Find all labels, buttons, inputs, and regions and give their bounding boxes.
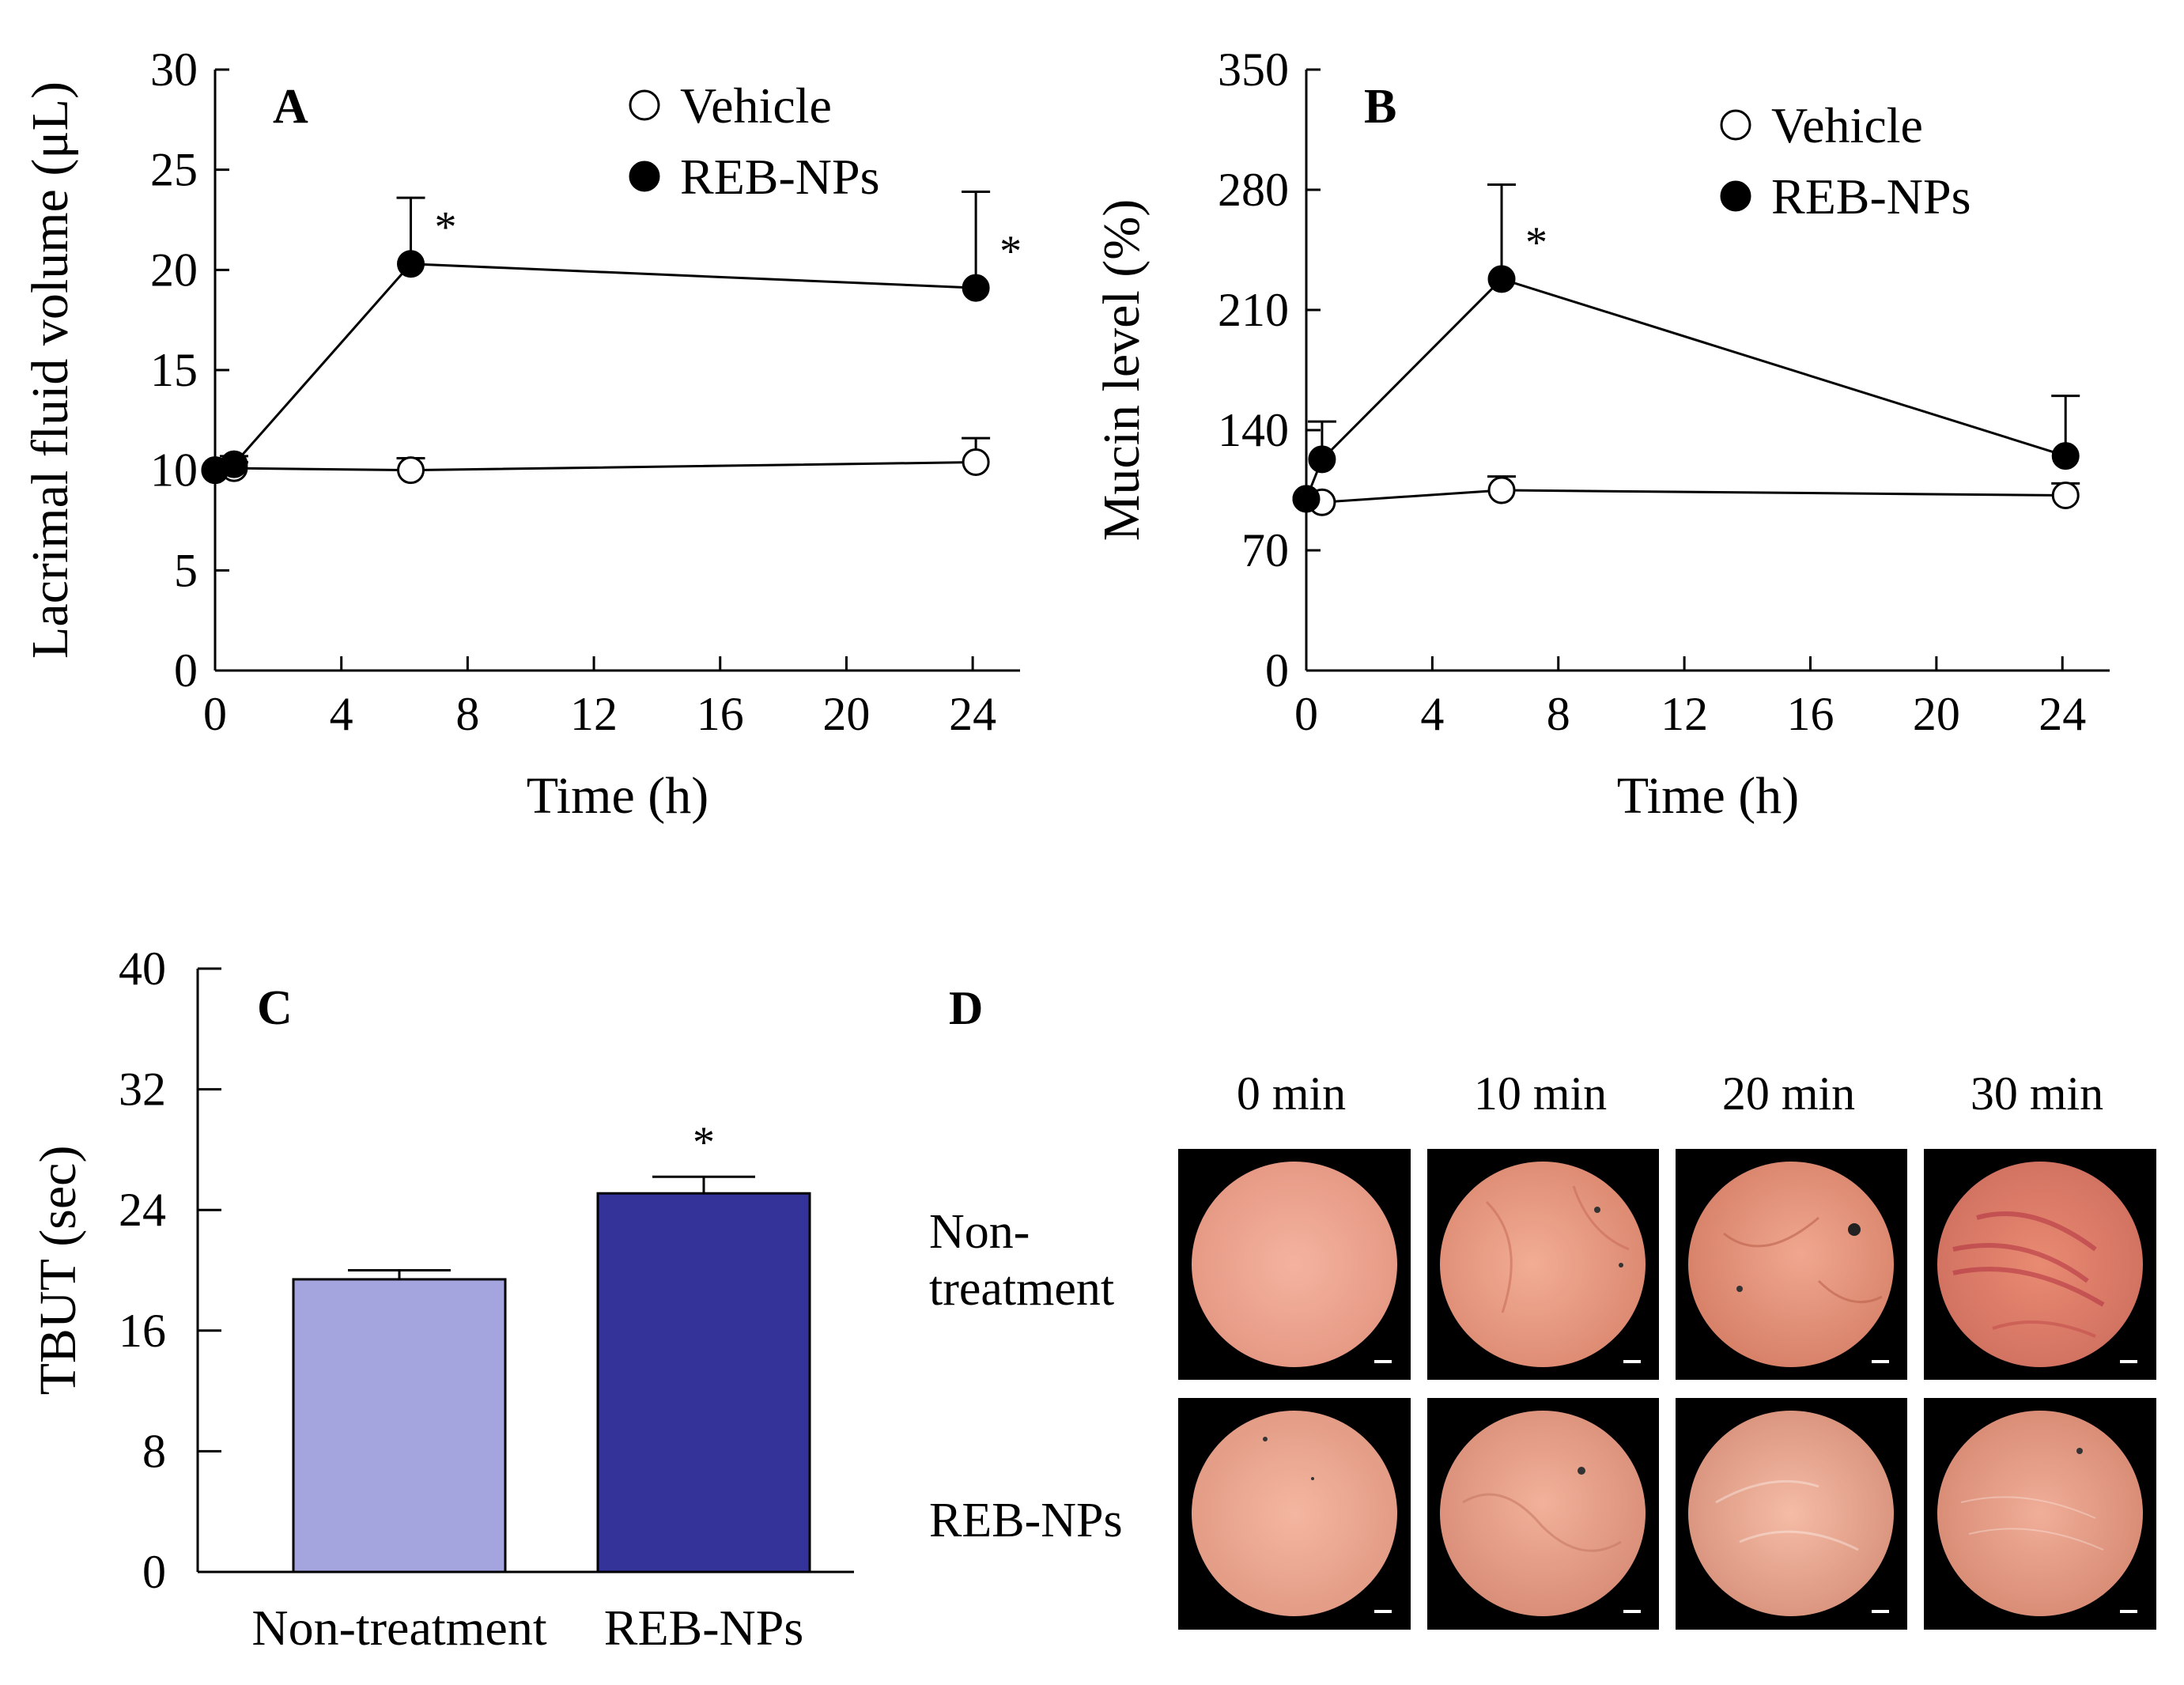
panel-c: 0 8 16 24 32 40 TBUT (sec) C Non-treatment REB-NP… xyxy=(29,943,854,1656)
y-tick-label: 10 xyxy=(150,444,198,497)
x-tick-label: 16 xyxy=(697,688,744,740)
legend-marker xyxy=(629,161,660,192)
col-label-1: 10 min xyxy=(1474,1067,1607,1120)
point-reb-nps xyxy=(1292,485,1321,513)
micrograph-nontreatment-0min xyxy=(1178,1149,1411,1380)
significance-star: * xyxy=(999,227,1022,276)
series-line-vehicle xyxy=(214,461,977,472)
significance-star: * xyxy=(693,1118,715,1167)
x-tick-label: 20 xyxy=(1913,688,1960,740)
y-tick-label: 30 xyxy=(150,43,198,96)
row-label-0: Non- treatment xyxy=(929,1205,1114,1316)
y-tick-label: 0 xyxy=(174,644,198,697)
y-tick-label: 350 xyxy=(1218,43,1289,96)
y-tick-label: 25 xyxy=(150,144,198,196)
point-reb-nps xyxy=(220,450,248,478)
y-tick-label: 140 xyxy=(1218,404,1289,456)
legend-marker xyxy=(1720,109,1751,141)
x-tick-label: 0 xyxy=(203,688,227,740)
row-label-1: REB-NPs xyxy=(929,1494,1123,1547)
bar-reb-nps xyxy=(596,1192,811,1574)
point-reb-nps xyxy=(1308,445,1336,474)
y-tick-label: 32 xyxy=(119,1064,166,1116)
panel-letter: A xyxy=(273,80,308,134)
micrograph-rebnps-10min xyxy=(1427,1398,1659,1630)
y-tick-label: 24 xyxy=(119,1184,166,1236)
y-tick-label: 280 xyxy=(1218,164,1289,216)
y-tick-label: 5 xyxy=(174,544,198,596)
point-reb-nps xyxy=(2051,442,2080,470)
x-tick-label: 24 xyxy=(2039,688,2086,740)
legend-label: REB-NPs xyxy=(680,149,880,205)
y-axis-label: Lacrimal fluid volume (μL) xyxy=(21,81,79,659)
legend-label: REB-NPs xyxy=(1771,168,1971,225)
x-axis-label: Time (h) xyxy=(527,767,708,825)
point-reb-nps xyxy=(397,250,425,278)
col-label-0: 0 min xyxy=(1237,1067,1346,1120)
x-tick-label: 8 xyxy=(455,688,479,740)
x-tick-label: 8 xyxy=(1547,688,1570,740)
legend-marker xyxy=(1720,180,1751,212)
micrograph-rebnps-0min xyxy=(1178,1398,1411,1630)
significance-star: * xyxy=(1525,218,1547,267)
micrograph-nontreatment-10min xyxy=(1427,1149,1659,1380)
y-tick-label: 20 xyxy=(150,244,198,296)
micrograph-rebnps-30min xyxy=(1924,1398,2156,1630)
series-line-reb-nps xyxy=(214,263,977,472)
significance-star: * xyxy=(435,203,457,252)
panel-letter: B xyxy=(1364,80,1396,134)
x-tick-label: 12 xyxy=(1661,688,1708,740)
panel-a: 0 5 10 15 20 25 30 0 4 8 12 16 20 24 Time (h) Lacrimal … xyxy=(21,43,1022,825)
y-tick-label: 15 xyxy=(150,344,198,396)
bar-non-treatment xyxy=(292,1278,507,1574)
legend-label: Vehicle xyxy=(680,77,832,134)
panel-b: 0 70 140 210 280 350 0 4 8 12 16 20 24 Time (h) Mucin … xyxy=(1093,43,2110,825)
legend-marker xyxy=(629,89,660,121)
y-axis-label: TBUT (sec) xyxy=(29,1146,87,1396)
panel-d: D 0 min 10 min 20 min 30 min Non- treatm… xyxy=(929,982,2156,1630)
y-tick-label: 0 xyxy=(1265,644,1289,697)
y-tick-label: 16 xyxy=(119,1305,166,1357)
point-reb-nps xyxy=(962,274,990,302)
series-line-reb-nps xyxy=(1305,278,2066,500)
y-tick-label: 70 xyxy=(1241,524,1289,576)
y-tick-label: 8 xyxy=(142,1425,166,1477)
x-tick-label: 12 xyxy=(570,688,618,740)
col-label-3: 30 min xyxy=(1971,1067,2103,1120)
x-tick-label: 4 xyxy=(330,688,353,740)
micrograph-rebnps-20min xyxy=(1676,1398,1907,1630)
panel-letter: C xyxy=(257,981,293,1035)
series-line-vehicle xyxy=(1305,489,2066,504)
point-vehicle xyxy=(962,448,990,477)
point-reb-nps xyxy=(1487,265,1516,293)
point-vehicle xyxy=(1487,476,1516,504)
x-tick-label: 24 xyxy=(949,688,996,740)
micrograph-nontreatment-20min xyxy=(1676,1149,1907,1380)
x-tick-label: 20 xyxy=(822,688,870,740)
point-vehicle xyxy=(2051,482,2080,510)
panel-d-letter: D xyxy=(949,982,983,1034)
y-tick-label: 40 xyxy=(119,943,166,995)
col-label-2: 20 min xyxy=(1722,1067,1855,1120)
x-tick-label: 0 xyxy=(1294,688,1318,740)
x-category-label: REB-NPs xyxy=(604,1600,804,1656)
x-axis-label: Time (h) xyxy=(1617,767,1799,825)
legend-label: Vehicle xyxy=(1771,97,1923,153)
micrograph-nontreatment-30min xyxy=(1924,1149,2156,1380)
y-tick-label: 210 xyxy=(1218,284,1289,336)
x-tick-label: 4 xyxy=(1420,688,1444,740)
x-category-label: Non-treatment xyxy=(251,1600,546,1656)
y-tick-label: 0 xyxy=(142,1546,166,1598)
x-tick-label: 16 xyxy=(1786,688,1834,740)
y-axis-label: Mucin level (%) xyxy=(1093,199,1151,542)
point-vehicle xyxy=(397,456,425,485)
